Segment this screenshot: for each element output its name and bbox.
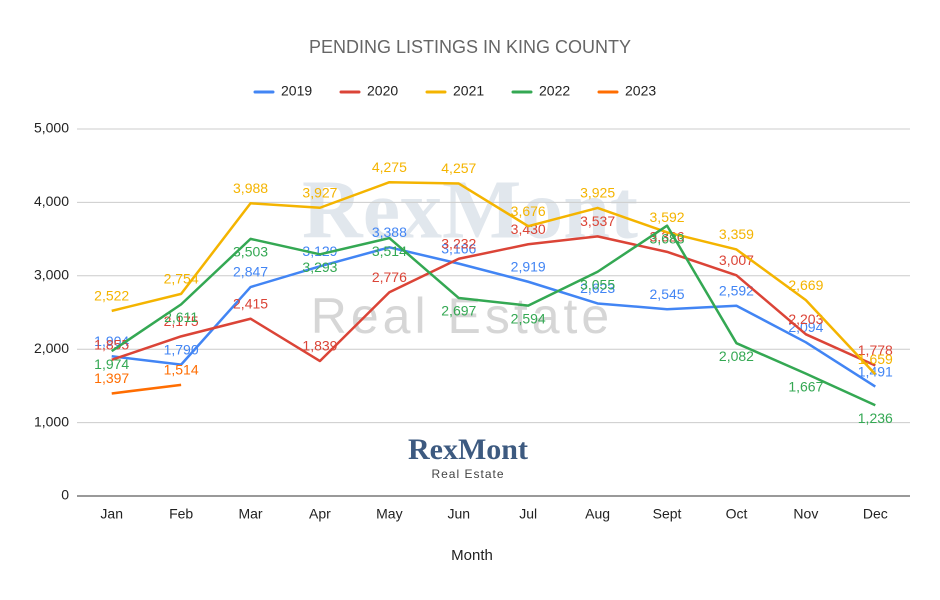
value-label: 1,659 — [858, 351, 893, 367]
value-label: 2,522 — [94, 288, 129, 304]
value-label: 1,236 — [858, 410, 893, 426]
y-tick-label: 1,000 — [34, 413, 69, 429]
x-tick-label: Aug — [585, 506, 610, 522]
value-label: 2,754 — [164, 271, 199, 287]
x-tick-label: Mar — [238, 506, 262, 522]
x-tick-label: Jul — [519, 506, 537, 522]
y-tick-label: 0 — [61, 487, 69, 503]
value-label: 2,847 — [233, 264, 268, 280]
value-label: 4,257 — [441, 160, 476, 176]
series-line — [111, 383, 182, 395]
value-label: 1,974 — [94, 356, 129, 372]
value-label: 2,082 — [719, 348, 754, 364]
value-label: 1,855 — [94, 337, 129, 353]
value-label: 3,388 — [372, 224, 407, 240]
legend-label: 2020 — [367, 83, 398, 99]
series-line — [111, 224, 876, 407]
legend-label: 2022 — [539, 83, 570, 99]
x-tick-label: Jan — [100, 506, 123, 522]
x-tick-label: Sept — [653, 506, 682, 522]
value-label: 4,275 — [372, 159, 407, 175]
value-label: 3,592 — [650, 209, 685, 225]
value-label: 1,397 — [94, 370, 129, 386]
value-label: 3,988 — [233, 180, 268, 196]
y-tick-label: 2,000 — [34, 340, 69, 356]
value-label: 3,683 — [650, 230, 685, 246]
x-tick-label: Apr — [309, 506, 331, 522]
value-label: 2,919 — [511, 258, 546, 274]
value-label: 1,839 — [302, 338, 337, 354]
series-line — [111, 246, 876, 388]
value-label: 1,790 — [164, 341, 199, 357]
value-label: 2,776 — [372, 269, 407, 285]
value-label: 3,537 — [580, 213, 615, 229]
value-label: 2,623 — [580, 280, 615, 296]
value-label: 2,592 — [719, 282, 754, 298]
legend-label: 2019 — [281, 83, 312, 99]
value-label: 2,415 — [233, 295, 268, 311]
value-label: 2,669 — [788, 277, 823, 293]
value-label: 3,514 — [372, 243, 407, 259]
series-line — [111, 180, 877, 376]
value-label: 2,594 — [511, 310, 546, 326]
value-label: 3,359 — [719, 226, 754, 242]
value-label: 3,166 — [441, 240, 476, 256]
x-tick-label: Nov — [793, 506, 818, 522]
y-tick-label: 4,000 — [34, 193, 69, 209]
x-tick-label: Jun — [448, 506, 471, 522]
x-tick-label: Oct — [726, 506, 748, 522]
value-label: 2,094 — [788, 319, 823, 335]
value-label: 3,927 — [302, 184, 337, 200]
watermark-name: RexMont — [302, 163, 638, 256]
value-label: 2,175 — [164, 313, 199, 329]
chart-title: PENDING LISTINGS IN KING COUNTY — [309, 37, 631, 57]
x-tick-label: Feb — [169, 506, 193, 522]
value-label: 1,778 — [858, 342, 893, 358]
value-label: 3,055 — [580, 276, 615, 292]
value-label: 2,545 — [650, 286, 685, 302]
value-label: 2,203 — [788, 311, 823, 327]
x-axis-label: Month — [451, 547, 493, 564]
value-label: 3,503 — [233, 244, 268, 260]
value-label: 3,293 — [302, 259, 337, 275]
legend-label: 2023 — [625, 83, 656, 99]
logo-tagline: Real Estate — [431, 467, 504, 481]
logo-name: RexMont — [408, 433, 528, 466]
value-label: 3,676 — [511, 203, 546, 219]
y-tick-label: 3,000 — [34, 267, 69, 283]
x-tick-label: May — [376, 506, 402, 522]
value-label: 2,697 — [441, 303, 476, 319]
value-label: 3,129 — [302, 243, 337, 259]
series-line — [111, 235, 876, 367]
value-label: 3,232 — [441, 235, 476, 251]
y-tick-label: 5,000 — [34, 120, 69, 136]
legend-label: 2021 — [453, 83, 484, 99]
value-label: 1,514 — [164, 362, 199, 378]
value-label: 1,491 — [858, 363, 893, 379]
value-label: 3,925 — [580, 185, 615, 201]
x-tick-label: Dec — [863, 506, 888, 522]
value-label: 1,667 — [788, 378, 823, 394]
value-label: 2,611 — [164, 309, 198, 325]
